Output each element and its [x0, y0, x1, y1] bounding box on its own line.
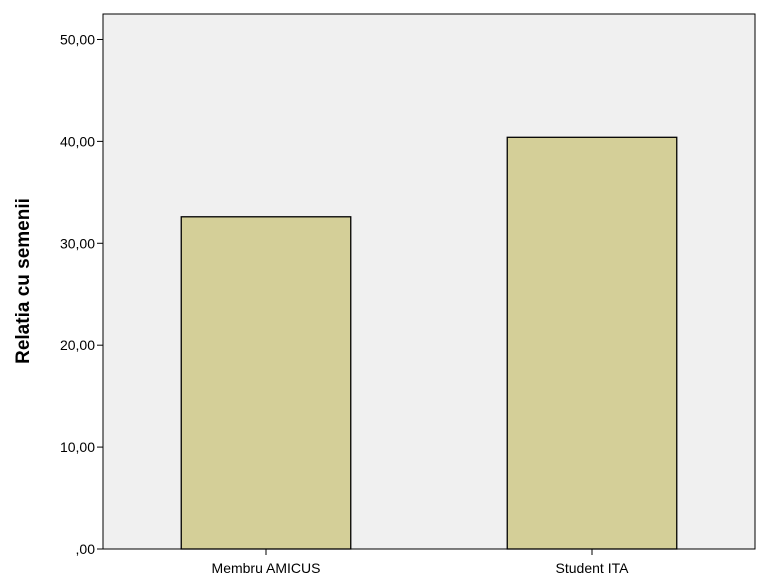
y-tick-label: ,00 — [76, 541, 96, 557]
x-tick-label: Student ITA — [556, 560, 630, 576]
y-tick-label: 40,00 — [60, 133, 95, 149]
y-tick-label: 10,00 — [60, 439, 95, 455]
y-axis-title: Relatia cu semenii — [13, 198, 34, 364]
y-tick-label: 30,00 — [60, 235, 95, 251]
y-axis-ticks: ,00 10,00 20,00 30,00 40,00 50,00 — [60, 31, 103, 557]
y-tick-label: 20,00 — [60, 337, 95, 353]
y-tick-label: 50,00 — [60, 31, 95, 47]
x-tick-label: Membru AMICUS — [212, 560, 321, 576]
bars-group — [180, 136, 678, 550]
bar-membru-amicus — [180, 216, 352, 550]
x-axis-ticks: Membru AMICUS Student ITA — [212, 549, 630, 576]
bar-student-ita — [506, 136, 678, 550]
